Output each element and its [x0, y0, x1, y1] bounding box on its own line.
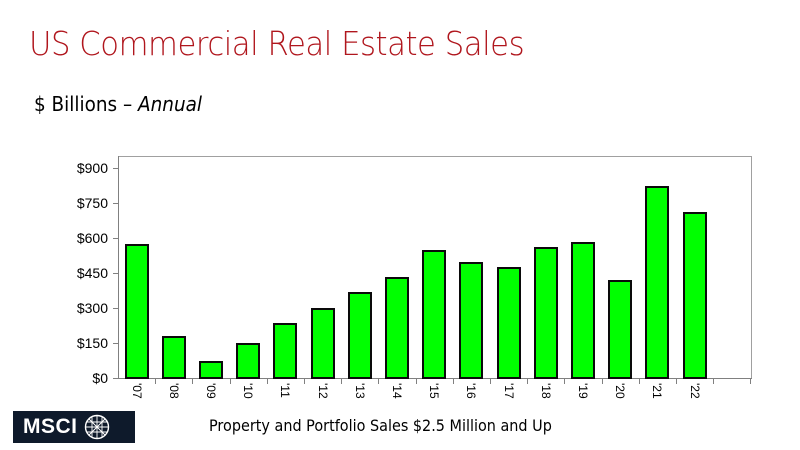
x-tick-label: '14	[390, 383, 404, 399]
y-tick	[113, 238, 119, 239]
slide-subtitle: $ Billions – Annual	[34, 92, 202, 116]
x-tick	[192, 378, 194, 384]
x-tick	[155, 378, 157, 384]
bar-14	[385, 276, 409, 379]
bar-17	[496, 266, 521, 379]
bar-07	[124, 244, 149, 379]
y-tick-label: $900	[76, 160, 108, 176]
x-tick-label: '12	[315, 383, 330, 399]
y-axis	[118, 156, 119, 379]
x-tick-label: '07	[129, 383, 144, 399]
subtitle-units: $ Billions –	[34, 92, 139, 116]
x-tick-label: '16	[464, 383, 479, 399]
globe-icon	[84, 414, 109, 440]
x-tick-label: '13	[352, 383, 367, 399]
x-tick	[638, 378, 640, 384]
y-tick	[113, 203, 119, 204]
y-tick	[113, 308, 119, 309]
x-tick	[415, 378, 417, 384]
y-tick	[113, 273, 119, 274]
x-tick	[266, 378, 268, 384]
bar-10	[236, 342, 261, 379]
x-tick-label: '09	[204, 383, 218, 399]
bar-09	[199, 360, 223, 379]
x-tick-label: '08	[166, 383, 181, 399]
x-tick-label: '11	[278, 383, 293, 398]
x-tick-label: '19	[576, 383, 590, 399]
msci-logo: MSCI	[13, 411, 135, 443]
x-tick-label: '10	[241, 383, 256, 399]
y-tick	[113, 378, 119, 379]
y-tick-label: $150	[76, 335, 108, 351]
bar-22	[682, 212, 707, 379]
x-tick	[676, 378, 677, 384]
x-tick	[304, 378, 305, 384]
bar-16	[459, 262, 484, 379]
bar-21	[645, 185, 670, 379]
x-tick	[341, 378, 343, 384]
bar-15	[422, 249, 447, 379]
x-tick-label: '22	[687, 383, 702, 399]
bar-19	[571, 242, 595, 379]
x-tick	[527, 378, 529, 384]
x-tick	[601, 378, 603, 384]
x-tick-label: '17	[501, 383, 516, 399]
x-tick	[378, 378, 380, 384]
x-tick	[713, 378, 715, 384]
y-tick	[113, 168, 119, 169]
x-tick	[229, 378, 231, 384]
y-tick-label: $300	[76, 300, 108, 316]
chart-footnote: Property and Portfolio Sales $2.5 Millio…	[209, 416, 552, 435]
x-tick	[564, 378, 566, 384]
y-tick-label: $600	[76, 230, 108, 246]
bar-13	[347, 291, 372, 379]
x-tick-label: '20	[613, 383, 628, 399]
y-tick	[113, 343, 119, 344]
x-tick	[490, 378, 491, 384]
subtitle-period: Annual	[138, 92, 203, 116]
slide-title: US Commercial Real Estate Sales	[29, 24, 525, 63]
bar-20	[608, 280, 633, 379]
x-tick	[750, 378, 752, 384]
x-tick	[452, 378, 454, 384]
bar-12	[310, 307, 335, 379]
y-tick-label: $450	[76, 265, 108, 281]
bar-18	[533, 246, 558, 379]
x-tick-label: '15	[427, 383, 442, 399]
y-tick-label: $0	[92, 370, 108, 386]
bar-11	[273, 322, 298, 379]
bar-08	[161, 335, 186, 379]
y-tick-label: $750	[76, 195, 108, 211]
x-tick-label: '21	[650, 383, 665, 399]
logo-text: MSCI	[23, 415, 78, 438]
x-tick-label: '18	[538, 383, 553, 399]
plot-area	[118, 156, 752, 379]
